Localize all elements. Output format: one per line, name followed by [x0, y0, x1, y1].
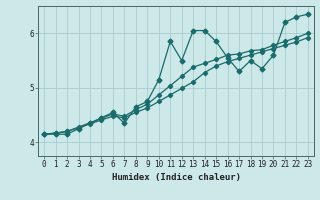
X-axis label: Humidex (Indice chaleur): Humidex (Indice chaleur) [111, 173, 241, 182]
